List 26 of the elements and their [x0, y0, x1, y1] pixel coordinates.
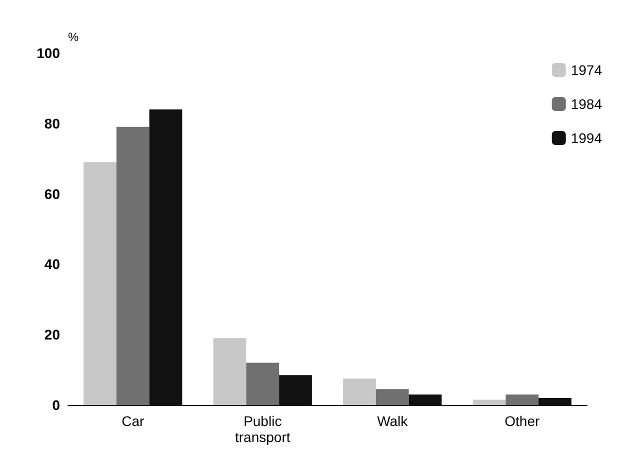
- legend-label: 1994: [570, 130, 602, 146]
- bar: [376, 389, 409, 405]
- y-axis-title: %: [68, 30, 79, 44]
- y-tick-label: 0: [52, 397, 60, 413]
- bar: [213, 338, 246, 405]
- bar: [279, 375, 312, 405]
- y-tick-label: 20: [44, 326, 60, 343]
- bar: [506, 394, 539, 405]
- bar: [343, 378, 376, 405]
- bar: [84, 162, 116, 405]
- x-tick-label: Car: [122, 413, 144, 429]
- y-tick-label: 40: [44, 256, 60, 272]
- x-tick-label: Other: [504, 413, 540, 429]
- bar: [246, 362, 280, 405]
- bar: [149, 109, 182, 405]
- x-tick-label: Walk: [377, 413, 409, 429]
- legend-label: 1974: [570, 62, 602, 78]
- legend-label: 1984: [570, 96, 602, 112]
- y-tick-label: 60: [44, 186, 60, 202]
- x-tick-label: Public transport: [235, 413, 290, 445]
- bar: [116, 126, 150, 405]
- y-tick-label: 100: [36, 45, 60, 61]
- bar: [538, 398, 572, 405]
- bar: [408, 394, 442, 405]
- bar: [472, 400, 506, 405]
- y-tick-label: 80: [44, 115, 60, 132]
